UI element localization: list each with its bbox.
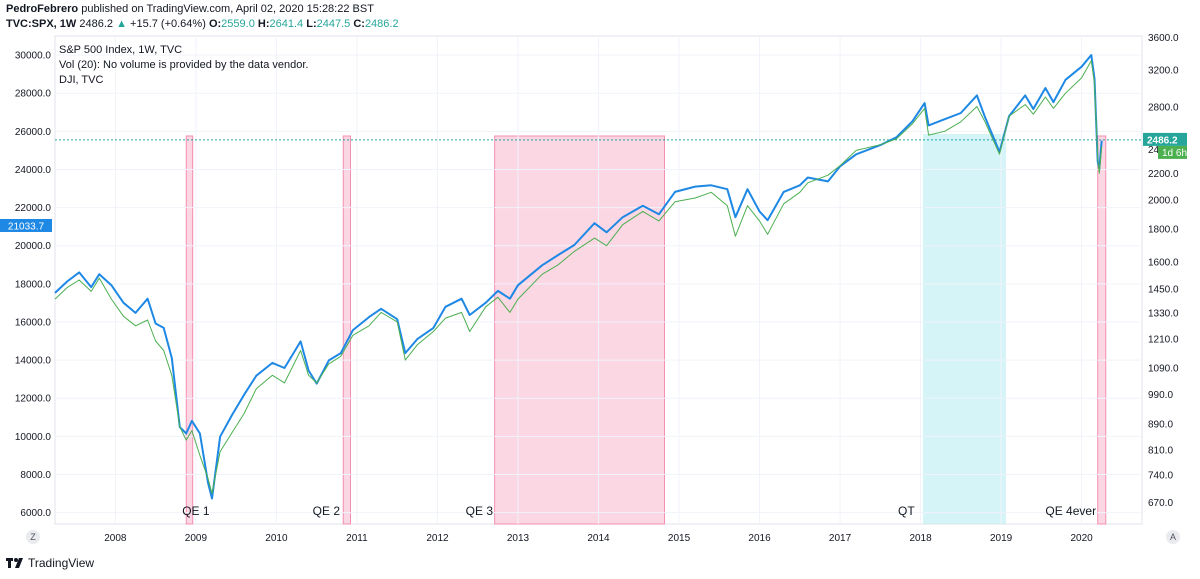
spx-series-line[interactable]: [54, 54, 1103, 500]
left-tick-label: 12000.0: [15, 394, 52, 405]
period-annotation: QE 3: [466, 504, 494, 518]
close-label: C:: [353, 18, 365, 30]
period-annotation: QE 4ever: [1045, 504, 1096, 518]
x-tick-label: 2013: [507, 533, 530, 544]
dji-series-line[interactable]: [54, 60, 1103, 494]
left-tick-label: 8000.0: [20, 470, 51, 481]
x-tick-label: 2020: [1070, 533, 1093, 544]
right-tick-label: 1600.0: [1148, 257, 1179, 268]
low-label: L:: [306, 18, 317, 30]
qe-band: [494, 135, 666, 525]
x-tick-label: 2017: [829, 533, 852, 544]
left-tick-label: 18000.0: [15, 279, 52, 290]
high-label: H:: [257, 18, 270, 30]
right-tick-label: 3600.0: [1148, 33, 1179, 44]
up-arrow-icon: ▲: [116, 18, 127, 30]
x-tick-label: 2010: [265, 533, 288, 544]
brand-name: TradingView: [28, 556, 95, 570]
x-tick-label: 2009: [185, 533, 208, 544]
left-tick-label: 14000.0: [15, 356, 52, 367]
x-tick-label: 2015: [668, 533, 691, 544]
qe-band: [185, 135, 194, 525]
left-value-tag[interactable]: [0, 218, 52, 232]
low-value: 2447.5: [316, 18, 351, 30]
x-tick-label: 2014: [587, 533, 610, 544]
current-price-label: 2486.2: [1147, 135, 1178, 146]
published-text: published on TradingView.com, April 02, …: [81, 3, 374, 15]
x-tick-label: 2008: [104, 533, 127, 544]
high-value: 2641.4: [269, 18, 304, 30]
left-tick-label: 26000.0: [15, 127, 52, 138]
x-tick-label: 2016: [748, 533, 771, 544]
legend-volume[interactable]: Vol (20): No volume is provided by the d…: [59, 59, 308, 71]
left-tick-label: 22000.0: [15, 203, 52, 214]
qt-band: [922, 134, 1006, 524]
symbol-label[interactable]: TVC:SPX, 1W: [6, 18, 77, 30]
right-tick-label: 1450.0: [1148, 285, 1179, 296]
left-tick-label: 16000.0: [15, 317, 52, 328]
legend-dji[interactable]: DJI, TVC: [59, 74, 103, 86]
period-annotation: QT: [898, 504, 915, 518]
right-tick-label: 810.0: [1148, 446, 1173, 457]
right-tick-label: 740.0: [1148, 471, 1173, 482]
left-tick-label: 20000.0: [15, 241, 52, 252]
right-tick-label: 1800.0: [1148, 225, 1179, 236]
close-value: 2486.2: [364, 18, 399, 30]
left-tick-label: 6000.0: [20, 508, 51, 519]
x-tick-label: 2011: [346, 533, 368, 544]
open-value: 2559.0: [221, 18, 255, 30]
right-tick-label: 2800.0: [1148, 103, 1179, 114]
left-value-label: 21033.7: [8, 221, 45, 232]
right-tick-label: 670.0: [1148, 498, 1173, 509]
left-tick-label: 10000.0: [15, 432, 52, 443]
left-tick-label: 28000.0: [15, 89, 52, 100]
author-name[interactable]: PedroFebrero: [6, 3, 79, 15]
publisher-line: PedroFebrero published on TradingView.co…: [6, 3, 374, 15]
qe-band: [1097, 135, 1107, 525]
period-annotation: QE 2: [313, 504, 341, 518]
countdown-label: 1d 6h: [1162, 148, 1187, 159]
qe-band: [342, 135, 352, 525]
x-tick-label: 2018: [909, 533, 932, 544]
current-price-tag[interactable]: [1143, 132, 1187, 146]
right-tick-label: 2200.0: [1148, 169, 1179, 180]
footer-brand[interactable]: TradingView: [6, 556, 94, 570]
period-annotation: QE 1: [182, 504, 210, 518]
x-tick-label: 2012: [426, 533, 449, 544]
right-tick-label: 990.0: [1148, 390, 1173, 401]
right-tick-label: 1330.0: [1148, 308, 1179, 319]
zoom-reset-button[interactable]: Z: [26, 530, 40, 544]
countdown-tag: [1158, 145, 1187, 159]
left-tick-label: 30000.0: [15, 51, 52, 62]
open-label: O:: [208, 18, 222, 30]
last-price: 2486.2: [79, 18, 114, 30]
left-tick-label: 24000.0: [15, 165, 52, 176]
right-tick-label: 1090.0: [1148, 363, 1179, 374]
right-tick-label: 3200.0: [1148, 66, 1179, 77]
ohlc-header: TVC:SPX, 1W 2486.2 ▲ +15.7 (+0.64%) O:25…: [6, 18, 399, 30]
right-tick-label: 1210.0: [1148, 335, 1179, 346]
x-tick-label: 2019: [990, 533, 1013, 544]
legend-title[interactable]: S&P 500 Index, 1W, TVC: [59, 44, 182, 56]
auto-scale-button[interactable]: A: [1166, 530, 1180, 544]
change-value: +15.7 (+0.64%): [130, 18, 206, 30]
right-tick-label: 890.0: [1148, 420, 1173, 431]
right-tick-label: 2000.0: [1148, 196, 1179, 207]
tradingview-logo-icon: [6, 558, 23, 568]
